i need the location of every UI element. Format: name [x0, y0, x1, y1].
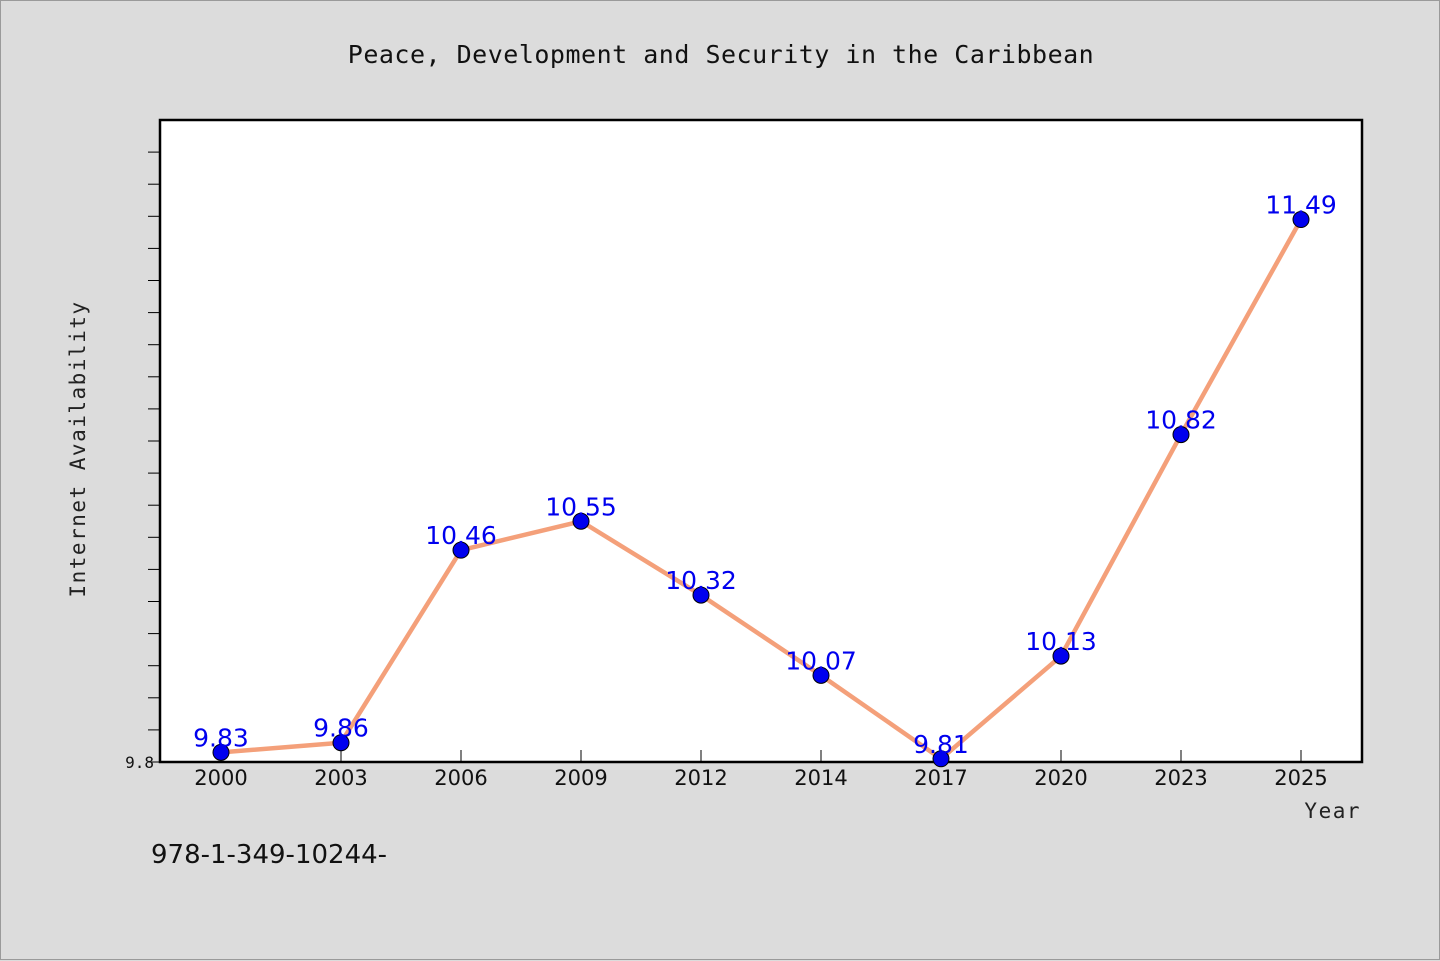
series-lines	[218, 217, 1304, 762]
data-label: 10.46	[425, 521, 497, 550]
x-tick-label: 2006	[434, 766, 487, 790]
data-label: 9.86	[313, 714, 369, 743]
y-axis-label: Internet Availability	[66, 300, 90, 597]
x-axis-label: Year	[1304, 799, 1361, 823]
x-tick-label: 2023	[1154, 766, 1207, 790]
data-label: 9.83	[193, 723, 249, 752]
y-axis-tick-labels: 9.8	[125, 753, 154, 772]
x-tick-label: 2025	[1274, 766, 1327, 790]
series-line	[218, 217, 1304, 762]
data-point	[1052, 647, 1070, 665]
y-axis-ticks	[148, 151, 160, 763]
x-tick-label: 2012	[674, 766, 727, 790]
plot-area	[158, 118, 1364, 764]
data-point	[572, 512, 590, 530]
data-point	[932, 750, 950, 768]
x-tick-label: 2009	[554, 766, 607, 790]
data-point	[452, 541, 470, 559]
data-point	[332, 734, 350, 752]
x-tick-label: 2020	[1034, 766, 1087, 790]
x-axis-tick-labels: 2000 2003 2006 2009 2012 2014 2017 2020 2023 2025	[194, 766, 1327, 790]
series-points	[212, 211, 1310, 768]
data-label: 10.32	[665, 566, 737, 595]
data-label: 10.13	[1025, 627, 1097, 656]
data-label: 9.81	[913, 730, 969, 759]
chart-title: Peace, Development and Security in the C…	[348, 40, 1094, 69]
x-tick-label: 2017	[914, 766, 967, 790]
data-point	[812, 666, 830, 684]
y-tick-label: 9.8	[125, 753, 154, 772]
x-tick-label: 2000	[194, 766, 247, 790]
data-point	[692, 586, 710, 604]
data-label: 10.82	[1145, 406, 1217, 435]
data-labels: 9.83 9.86 10.46 10.55 10.32 10.07 9.81 10.13 10.…	[193, 191, 1337, 759]
data-point	[1292, 211, 1310, 229]
data-point	[1172, 426, 1190, 444]
footer-code: 978-1-349-10244-	[151, 840, 387, 870]
x-tick-label: 2003	[314, 766, 367, 790]
data-label: 11.49	[1265, 191, 1337, 220]
data-point	[212, 743, 230, 761]
x-tick-label: 2014	[794, 766, 847, 790]
data-label: 10.07	[785, 646, 857, 675]
data-label: 10.55	[545, 492, 617, 521]
